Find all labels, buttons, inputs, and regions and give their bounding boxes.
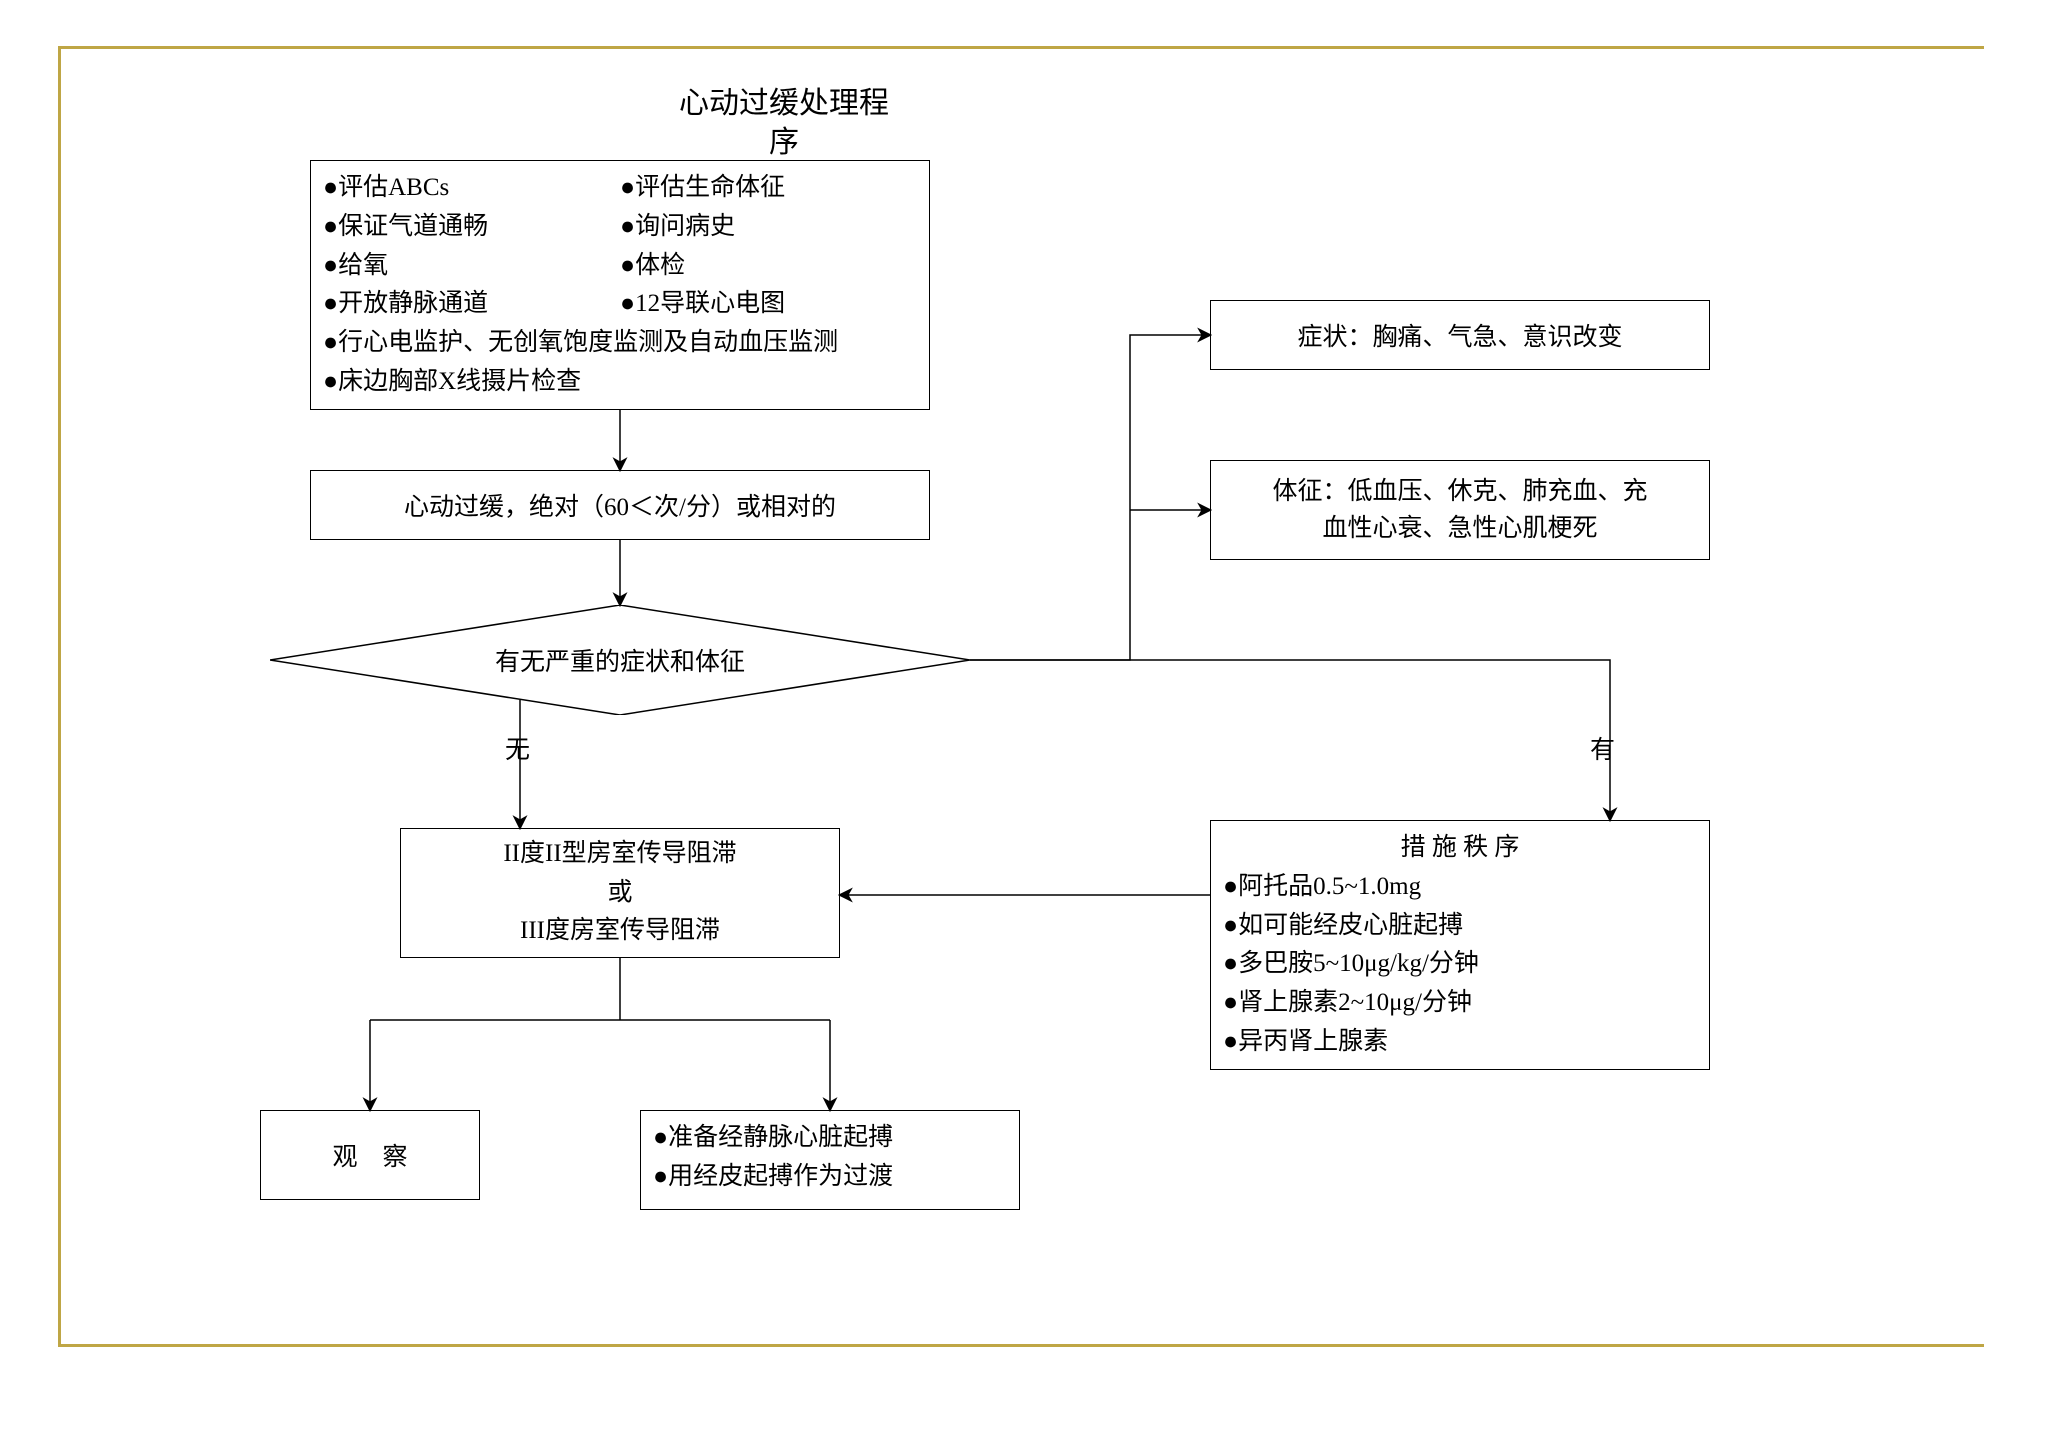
slide-canvas: 心动过缓处理程 序 ●评估ABCs ●保证气道通畅 ●给氧 ●开放静脉通道 ●评… <box>0 0 2056 1456</box>
edge-decision-right-down <box>970 660 1610 820</box>
edge-decision-right-up <box>970 335 1210 660</box>
connectors-layer <box>0 0 2056 1456</box>
